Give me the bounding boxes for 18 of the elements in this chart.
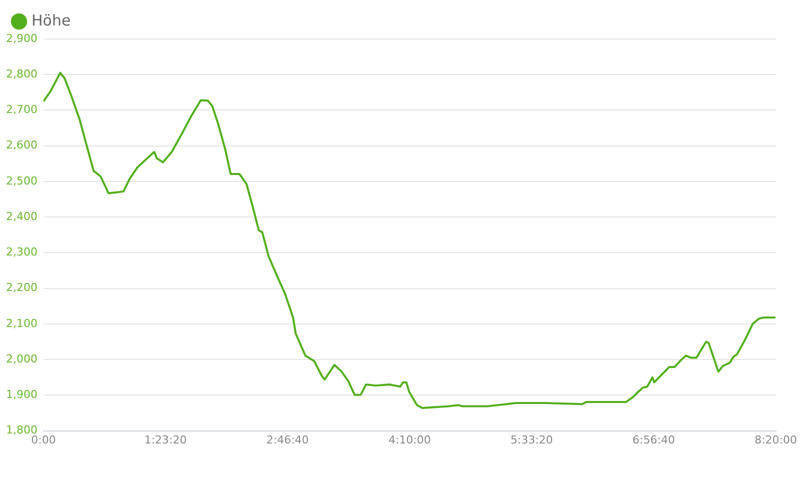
x-tick-label: 4:10:00 — [388, 433, 431, 446]
x-tick-label: 1:23:20 — [144, 433, 187, 446]
y-tick-label: 2,000 — [6, 352, 38, 366]
x-tick-label: 2:46:40 — [266, 433, 309, 446]
y-tick-label: 2,700 — [6, 103, 38, 116]
y-tick-label: 2,500 — [6, 174, 38, 188]
y-tick-label: 2,900 — [6, 32, 38, 45]
y-tick-label: 2,100 — [6, 316, 38, 330]
y-tick-label: 2,600 — [6, 138, 38, 152]
y-tick-label: 2,300 — [6, 246, 38, 259]
x-tick-label: 6:56:40 — [632, 433, 675, 446]
x-tick-label: 8:20:00 — [754, 433, 797, 446]
x-tick-label: 5:33:20 — [510, 433, 553, 446]
y-tick-label: 2,800 — [6, 67, 38, 80]
y-tick-label: 1,900 — [6, 388, 38, 402]
y-tick-label: 2,400 — [6, 210, 38, 223]
y-tick-label: 2,200 — [6, 281, 38, 294]
legend-label: Höhe — [32, 11, 71, 30]
